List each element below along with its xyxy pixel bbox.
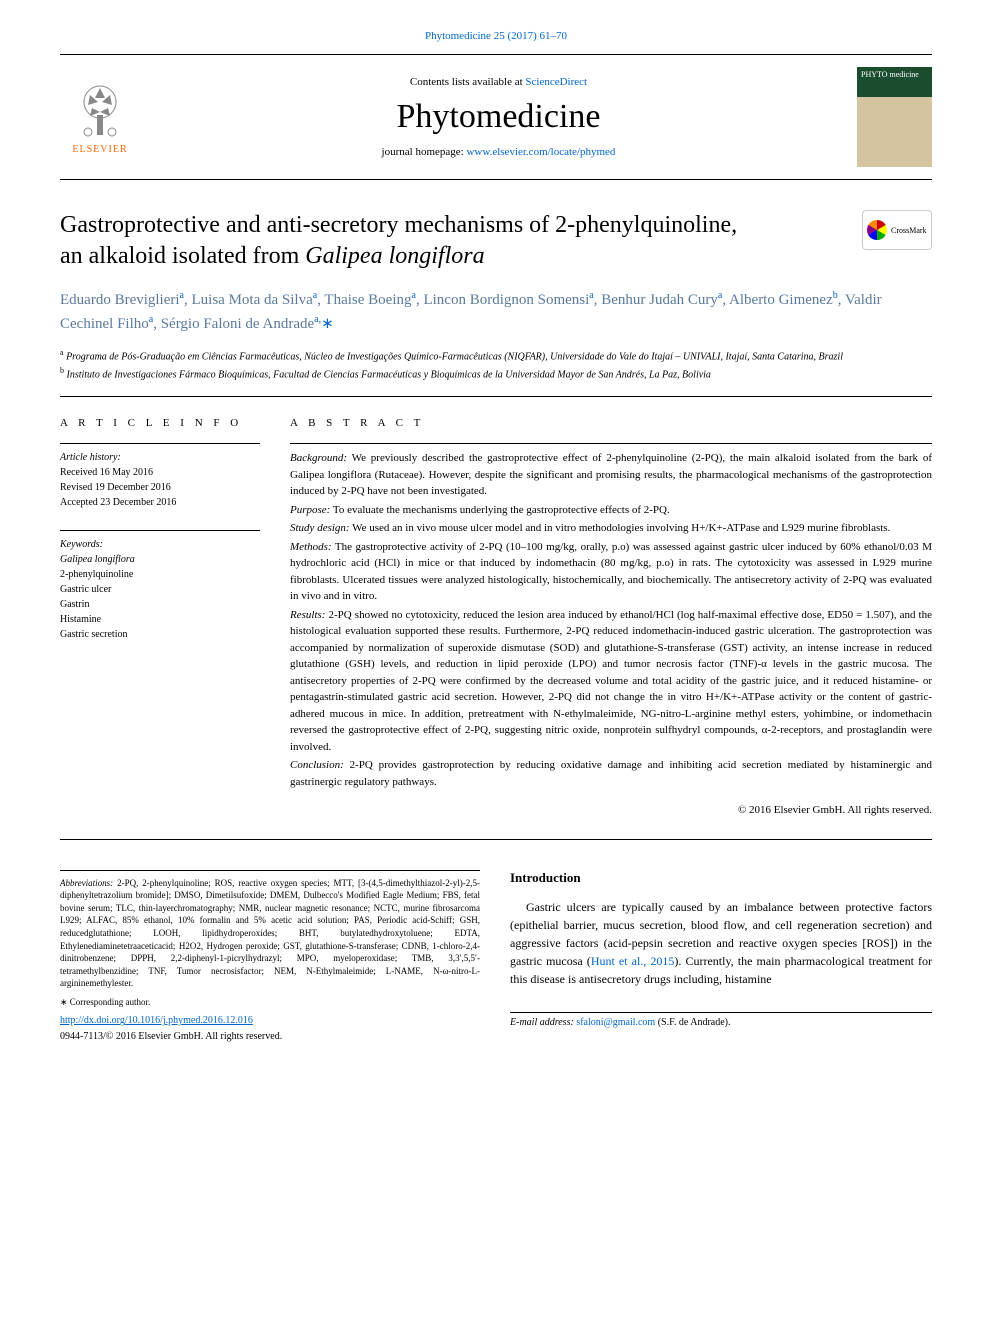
kw-6: Gastric secretion: [60, 627, 260, 642]
authors: Eduardo Breviglieria, Luisa Mota da Silv…: [60, 288, 932, 335]
article-info-heading: a r t i c l e i n f o: [60, 417, 260, 429]
article-info-col: a r t i c l e i n f o Article history: R…: [60, 417, 260, 819]
contents-line: Contents lists available at ScienceDirec…: [140, 76, 857, 88]
journal-header: ELSEVIER Contents lists available at Sci…: [60, 54, 932, 180]
abstract-text: Background: We previously described the …: [290, 443, 932, 819]
title-species: Galipea longiflora: [305, 243, 484, 269]
intro-cite-link[interactable]: Hunt et al., 2015: [591, 954, 675, 968]
kw-5: Histamine: [60, 612, 260, 627]
author-3: Thaise Boeing: [324, 292, 411, 308]
email-line: E-mail address: sfaloni@gmail.com (S.F. …: [510, 1012, 932, 1028]
author-2: Luisa Mota da Silva: [192, 292, 313, 308]
copyright: © 2016 Elsevier GmbH. All rights reserve…: [290, 802, 932, 819]
history-accepted: Accepted 23 December 2016: [60, 495, 260, 510]
aff-b: Instituto de Investigaciones Fármaco Bio…: [67, 369, 711, 380]
kw-1: Galipea longiflora: [60, 554, 135, 565]
intro-section: Abbreviations: 2-PQ, 2-phenylquinoline; …: [60, 870, 932, 1045]
aff-b-sup: b: [60, 366, 64, 375]
abs-study: We used an in vivo mouse ulcer model and…: [350, 522, 891, 534]
author-4: Lincon Bordignon Somensi: [423, 292, 589, 308]
abs-methods-label: Methods:: [290, 541, 332, 553]
corresponding-note: ∗ Corresponding author.: [60, 996, 480, 1009]
author-5-sup: a: [718, 290, 722, 301]
elsevier-logo[interactable]: ELSEVIER: [60, 72, 140, 162]
homepage-line: journal homepage: www.elsevier.com/locat…: [140, 146, 857, 158]
kw-2: 2-phenylquinoline: [60, 567, 260, 582]
author-6-sup: b: [833, 290, 838, 301]
crossmark-icon: [867, 220, 887, 240]
email-link[interactable]: sfaloni@gmail.com: [576, 1017, 655, 1028]
history-revised: Revised 19 December 2016: [60, 480, 260, 495]
author-1-sup: a: [180, 290, 184, 301]
abs-conclusion-label: Conclusion:: [290, 759, 344, 771]
abstract-heading: a b s t r a c t: [290, 417, 932, 429]
author-3-sup: a: [412, 290, 416, 301]
keywords-block: Keywords: Galipea longiflora 2-phenylqui…: [60, 530, 260, 642]
author-7-sup: a: [149, 314, 153, 325]
kw-3: Gastric ulcer: [60, 582, 260, 597]
title-row: Gastroprotective and anti-secretory mech…: [60, 210, 932, 272]
history-received: Received 16 May 2016: [60, 465, 260, 480]
homepage-link[interactable]: www.elsevier.com/locate/phymed: [466, 146, 615, 158]
contents-prefix: Contents lists available at: [410, 76, 525, 88]
history-block: Article history: Received 16 May 2016 Re…: [60, 443, 260, 510]
issn-line: 0944-7113/© 2016 Elsevier GmbH. All righ…: [60, 1030, 480, 1044]
abstract-col: a b s t r a c t Background: We previousl…: [290, 417, 932, 819]
author-8: Sérgio Faloni de Andrade: [161, 316, 314, 332]
article-title: Gastroprotective and anti-secretory mech…: [60, 210, 862, 272]
history-label: Article history:: [60, 450, 260, 465]
title-line2-pre: an alkaloid isolated from: [60, 243, 305, 269]
crossmark-badge[interactable]: CrossMark: [862, 210, 932, 250]
journal-cover[interactable]: PHYTO medicine: [857, 67, 932, 167]
elsevier-name: ELSEVIER: [72, 144, 127, 155]
abs-study-label: Study design:: [290, 522, 350, 534]
title-line1: Gastroprotective and anti-secretory mech…: [60, 212, 737, 238]
elsevier-tree-icon: [70, 80, 130, 140]
abs-conclusion: 2-PQ provides gastroprotection by reduci…: [290, 759, 932, 788]
abs-bg-label: Background:: [290, 452, 347, 464]
email-label: E-mail address:: [510, 1017, 576, 1028]
author-5: Benhur Judah Cury: [601, 292, 718, 308]
divider-2: [60, 839, 932, 840]
crossmark-label: CrossMark: [891, 226, 927, 235]
doi-link[interactable]: http://dx.doi.org/10.1016/j.phymed.2016.…: [60, 1014, 480, 1028]
abs-purpose-label: Purpose:: [290, 504, 330, 516]
cover-title: PHYTO medicine: [861, 71, 928, 79]
abs-bg: We previously described the gastroprotec…: [290, 452, 932, 497]
email-suffix: (S.F. de Andrade).: [655, 1017, 730, 1028]
footnotes-col: Abbreviations: 2-PQ, 2-phenylquinoline; …: [60, 870, 480, 1045]
abs-results-label: Results:: [290, 609, 325, 621]
author-6: Alberto Gimenez: [729, 292, 833, 308]
intro-body: Gastric ulcers are typically caused by a…: [510, 898, 932, 988]
aff-a-sup: a: [60, 348, 64, 357]
header-center: Contents lists available at ScienceDirec…: [140, 76, 857, 158]
sciencedirect-link[interactable]: ScienceDirect: [525, 76, 587, 88]
kw-4: Gastrin: [60, 597, 260, 612]
author-2-sup: a: [313, 290, 317, 301]
keywords-label: Keywords:: [60, 537, 260, 552]
affiliations: a Programa de Pós-Graduação em Ciências …: [60, 347, 932, 382]
abbreviations-block: Abbreviations: 2-PQ, 2-phenylquinoline; …: [60, 870, 480, 990]
intro-col: Introduction Gastric ulcers are typicall…: [510, 870, 932, 1045]
abbr-text: 2-PQ, 2-phenylquinoline; ROS, reactive o…: [60, 878, 480, 989]
homepage-prefix: journal homepage:: [382, 146, 467, 158]
author-4-sup: a: [589, 290, 593, 301]
aff-a: Programa de Pós-Graduação em Ciências Fa…: [66, 352, 843, 363]
abbr-label: Abbreviations:: [60, 878, 113, 888]
journal-name: Phytomedicine: [140, 98, 857, 136]
author-1: Eduardo Breviglieri: [60, 292, 180, 308]
citation-top: Phytomedicine 25 (2017) 61–70: [60, 30, 932, 42]
abs-results: 2-PQ showed no cytotoxicity, reduced the…: [290, 609, 932, 753]
intro-heading: Introduction: [510, 870, 932, 886]
corresponding-star: ∗: [321, 316, 334, 332]
abs-methods: The gastroprotective activity of 2-PQ (1…: [290, 541, 932, 603]
info-abstract-row: a r t i c l e i n f o Article history: R…: [60, 397, 932, 839]
abs-purpose: To evaluate the mechanisms underlying th…: [330, 504, 669, 516]
